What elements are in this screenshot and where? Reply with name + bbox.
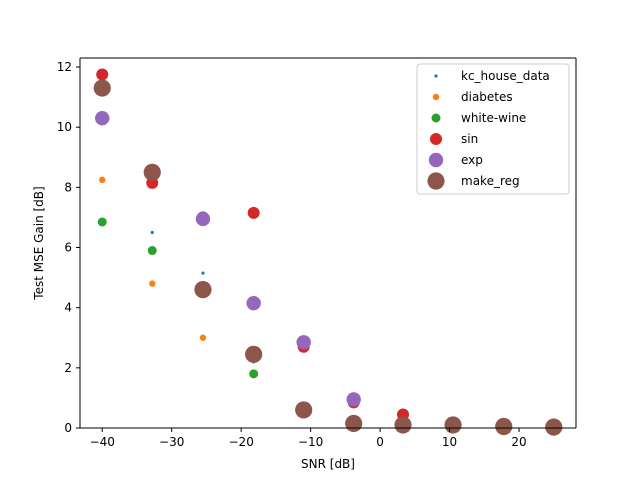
point-diabetes-2 — [199, 334, 207, 341]
legend: kc_house_data diabetes white-wine sin exp mak… — [416, 63, 570, 195]
legend-marker-kc_house_data — [434, 74, 438, 78]
point-make_reg-0 — [93, 79, 111, 97]
legend-marker-sin — [430, 133, 442, 145]
point-diabetes-0 — [99, 176, 106, 184]
point-exp-2 — [246, 295, 261, 311]
point-make_reg-8 — [495, 417, 513, 436]
x-tick-label: 10 — [442, 435, 457, 449]
x-tick-label: 20 — [511, 435, 526, 449]
point-white-wine-2 — [249, 369, 259, 379]
x-tick-label: 0 — [376, 435, 384, 449]
legend-marker-white-wine — [431, 113, 441, 123]
y-axis-ticks: 0 2 4 6 8 10 12 — [57, 60, 80, 435]
point-diabetes-1 — [149, 280, 156, 287]
point-exp-0 — [95, 110, 110, 126]
point-exp-4 — [346, 392, 361, 407]
point-make_reg-1 — [143, 163, 161, 181]
data-points — [93, 68, 563, 436]
legend-label-white-wine: white-wine — [461, 111, 526, 125]
x-tick-label: −10 — [298, 435, 323, 449]
point-make_reg-5 — [345, 414, 363, 433]
x-axis-label: SNR [dB] — [301, 457, 355, 471]
point-sin-3 — [247, 206, 260, 219]
x-tick-label: −40 — [90, 435, 115, 449]
y-tick-label: 6 — [64, 241, 72, 255]
legend-box — [416, 63, 570, 195]
point-kc_house_data-1 — [150, 230, 154, 235]
axes — [79, 57, 577, 429]
x-tick-label: −30 — [159, 435, 184, 449]
y-tick-label: 8 — [64, 180, 72, 194]
point-make_reg-6 — [394, 416, 412, 434]
legend-label-make_reg: make_reg — [461, 174, 520, 188]
legend-marker-make_reg — [427, 172, 445, 190]
point-make_reg-4 — [295, 401, 313, 419]
legend-label-exp: exp — [461, 153, 483, 167]
y-tick-label: 10 — [57, 120, 72, 134]
legend-label-kc_house_data: kc_house_data — [461, 69, 550, 83]
point-exp-3 — [296, 335, 311, 350]
point-make_reg-9 — [545, 418, 563, 436]
y-axis-label: Test MSE Gain [dB] — [32, 186, 46, 300]
point-sin-0 — [96, 68, 109, 81]
point-make_reg-3 — [245, 345, 263, 363]
y-tick-label: 2 — [64, 361, 72, 375]
legend-marker-exp — [428, 152, 444, 168]
y-tick-label: 0 — [64, 421, 72, 435]
x-tick-label: −20 — [229, 435, 254, 449]
legend-label-sin: sin — [461, 132, 478, 146]
point-white-wine-0 — [97, 217, 107, 227]
y-tick-label: 4 — [64, 301, 72, 315]
legend-marker-diabetes — [432, 93, 440, 101]
point-make_reg-2 — [194, 281, 212, 299]
y-tick-label: 12 — [57, 60, 72, 74]
point-exp-1 — [195, 211, 211, 227]
point-make_reg-7 — [444, 416, 462, 434]
point-kc_house_data-2 — [201, 271, 205, 275]
legend-label-diabetes: diabetes — [461, 90, 513, 104]
point-white-wine-1 — [147, 246, 157, 256]
x-axis-ticks: −40 −30 −20 −10 0 10 20 — [90, 428, 527, 449]
